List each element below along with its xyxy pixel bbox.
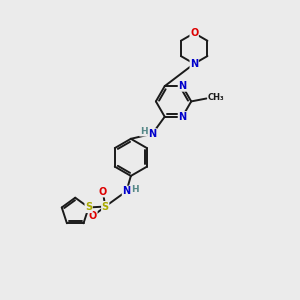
Text: N: N [178,112,187,122]
Text: S: S [102,202,109,212]
Text: O: O [99,187,107,197]
Text: H: H [131,185,139,194]
Text: N: N [122,186,130,196]
Text: H: H [140,127,147,136]
Text: O: O [89,211,97,221]
Text: N: N [148,129,156,139]
Text: N: N [190,59,198,69]
Text: O: O [190,28,198,38]
Text: CH₃: CH₃ [208,93,224,102]
Text: S: S [85,202,92,212]
Text: N: N [178,81,187,91]
